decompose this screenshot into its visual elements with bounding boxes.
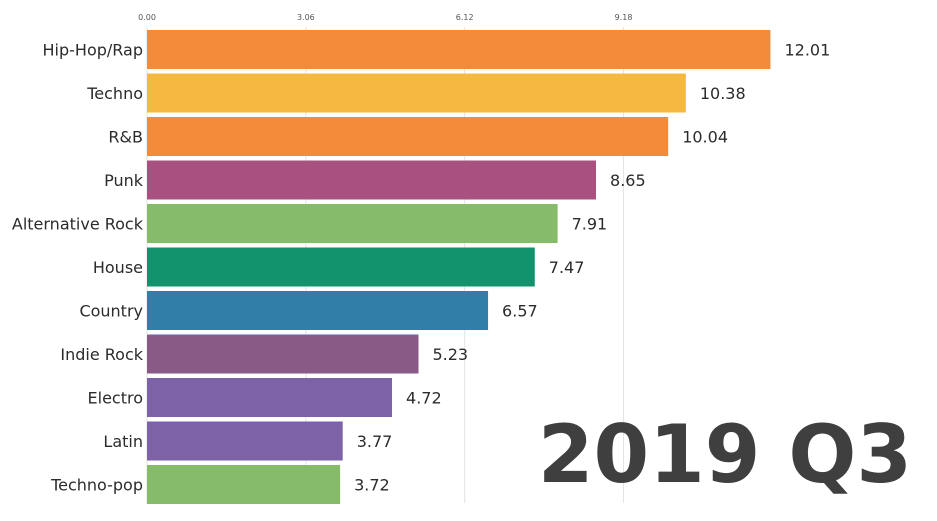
category-label: Punk — [104, 171, 144, 190]
bar — [147, 465, 341, 504]
bar — [147, 421, 343, 461]
value-label: 12.01 — [784, 41, 830, 60]
x-tick-label: 3.06 — [297, 13, 315, 22]
category-labels: Hip-Hop/Rap Techno R&B Punk Alternative Rock… — [12, 41, 144, 495]
category-label: Techno-pop — [50, 476, 143, 495]
bar — [147, 291, 489, 330]
bar — [147, 73, 686, 113]
value-label: 10.38 — [700, 84, 746, 103]
bar — [147, 378, 393, 417]
bar — [147, 30, 771, 69]
value-labels: 12.01 10.38 10.04 8.65 7.91 7.47 6.57 5.23 4.72 3… — [354, 41, 830, 495]
x-tick-label: 6.12 — [456, 13, 474, 22]
value-label: 7.47 — [549, 258, 585, 277]
value-label: 8.65 — [610, 171, 646, 190]
bar — [147, 247, 535, 287]
value-label: 5.23 — [432, 345, 468, 364]
x-tick-label: 0.00 — [138, 13, 156, 22]
category-label: Indie Rock — [60, 345, 143, 364]
period-label: 2019 Q3 — [538, 408, 912, 501]
value-label: 3.77 — [357, 432, 393, 451]
category-label: Latin — [103, 432, 143, 451]
x-axis-ticks: 0.00 3.06 6.12 9.18 — [138, 13, 632, 22]
bar — [147, 160, 597, 200]
x-tick-label: 9.18 — [615, 13, 633, 22]
value-label: 7.91 — [572, 215, 608, 234]
category-label: Alternative Rock — [12, 215, 144, 234]
value-label: 10.04 — [682, 128, 728, 147]
value-label: 3.72 — [354, 476, 390, 495]
value-label: 6.57 — [502, 302, 538, 321]
bars — [147, 30, 771, 504]
category-label: R&B — [108, 128, 143, 147]
category-label: Hip-Hop/Rap — [43, 41, 144, 60]
category-label: House — [93, 258, 143, 277]
bar — [147, 204, 558, 243]
category-label: Country — [79, 302, 143, 321]
category-label: Techno — [86, 84, 143, 103]
value-label: 4.72 — [406, 389, 442, 408]
category-label: Electro — [88, 389, 143, 408]
bar — [147, 334, 419, 374]
bar — [147, 117, 669, 156]
